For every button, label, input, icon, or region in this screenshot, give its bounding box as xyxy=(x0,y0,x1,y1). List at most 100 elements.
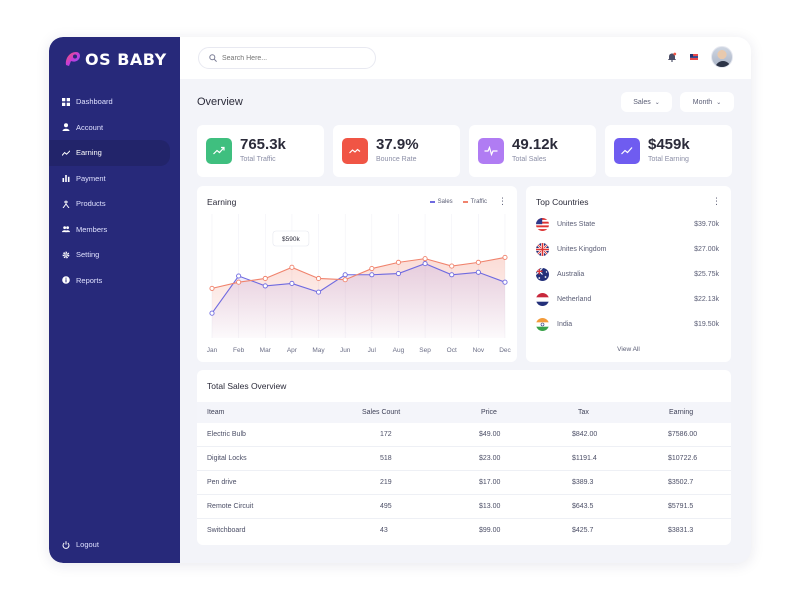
top-countries-card: Top Countries ⋮ Unites State $39.70k Uni… xyxy=(526,186,731,362)
point-traffic-feb xyxy=(236,279,242,285)
table-row[interactable]: Electric Bulb 172 $49.00 $842.00 $7586.0… xyxy=(197,423,731,447)
tick-label-oct: Oct xyxy=(447,347,457,354)
sidebar-item-earning[interactable]: Earning xyxy=(49,140,170,166)
view-all-link[interactable]: View All xyxy=(617,346,640,353)
chevron-down-icon: ⌄ xyxy=(716,99,722,106)
sidebar-item-members[interactable]: Members xyxy=(49,217,180,243)
series-line-traffic xyxy=(211,256,506,289)
trend-up-icon xyxy=(206,138,232,164)
country-row[interactable]: Australia $25.75k xyxy=(536,266,719,282)
point-sales-oct xyxy=(449,272,455,278)
point-traffic-dec xyxy=(502,254,508,260)
country-name: Unites State xyxy=(557,220,596,228)
point-traffic-oct xyxy=(449,263,455,269)
stat-value: $459k xyxy=(648,136,690,153)
notification-icon[interactable] xyxy=(667,52,677,62)
stat-value: 765.3k xyxy=(240,136,286,153)
point-traffic-jan xyxy=(209,285,215,291)
filter-label: Month xyxy=(692,98,713,106)
tick-label-mar: Mar xyxy=(260,347,272,354)
trend-icon xyxy=(62,149,70,157)
country-name: India xyxy=(557,320,573,328)
countries-title: Top Countries xyxy=(536,197,589,207)
table-row[interactable]: Remote Circuit 495 $13.00 $643.5 $5791.5 xyxy=(197,495,731,519)
dashboard-window: OS BABY Dashboard Account Earning Paymen… xyxy=(49,37,751,563)
sidebar: OS BABY Dashboard Account Earning Paymen… xyxy=(49,37,180,563)
power-icon xyxy=(62,540,70,549)
info-icon xyxy=(62,276,70,285)
legend-swatch xyxy=(429,201,435,203)
uk-flag-icon xyxy=(536,242,549,256)
point-sales-dec xyxy=(502,279,508,285)
sidebar-item-account[interactable]: Account xyxy=(49,115,180,141)
sidebar-item-products[interactable]: Products xyxy=(49,191,180,217)
cell-price: $17.00 xyxy=(479,479,501,486)
cell-item: Remote Circuit xyxy=(207,503,254,510)
sidebar-item-label: Setting xyxy=(76,250,100,260)
series-line-sales xyxy=(211,263,506,314)
point-traffic-may xyxy=(315,275,322,282)
user-icon xyxy=(62,123,70,132)
country-row[interactable]: India $19.50k xyxy=(536,316,719,332)
country-row[interactable]: Netherland $22.13k xyxy=(536,291,719,307)
country-name: Netherland xyxy=(557,295,592,303)
tick-label-apr: Apr xyxy=(287,347,298,354)
cell-earning: $3502.7 xyxy=(668,479,694,486)
search-input[interactable] xyxy=(222,54,362,62)
cell-tax: $389.3 xyxy=(572,479,594,486)
cell-item: Digital Locks xyxy=(207,455,247,462)
sidebar-item-label: Earning xyxy=(76,148,102,158)
topbar xyxy=(180,37,751,79)
tick-label-nov: Nov xyxy=(473,347,485,354)
sidebar-item-label: Dashboard xyxy=(76,97,113,107)
logout-button[interactable]: Logout xyxy=(62,540,99,549)
flag-icon[interactable] xyxy=(689,52,699,62)
in-flag-icon xyxy=(536,317,549,331)
month-filter-dropdown[interactable]: Month ⌄ xyxy=(680,92,734,112)
table-row[interactable]: Pen drive 219 $17.00 $389.3 $3502.7 xyxy=(197,471,731,495)
column-header: Price xyxy=(481,409,497,416)
sidebar-item-payment[interactable]: Payment xyxy=(49,166,180,192)
stat-label: Total Sales xyxy=(512,156,547,163)
tooltip-label: $590k xyxy=(282,236,300,243)
grid-icon xyxy=(62,97,70,106)
cell-tax: $1191.4 xyxy=(572,455,597,462)
sidebar-item-label: Reports xyxy=(76,275,103,285)
us-flag-icon xyxy=(536,217,549,231)
chart-title: Earning xyxy=(207,197,237,207)
sidebar-item-setting[interactable]: Setting xyxy=(49,242,180,268)
point-traffic-jul xyxy=(369,266,375,272)
logo-mark-icon xyxy=(63,49,83,69)
product-icon xyxy=(62,200,70,208)
sidebar-item-label: Products xyxy=(76,199,106,209)
point-sales-jul xyxy=(369,272,375,278)
sales-filter-dropdown[interactable]: Sales ⌄ xyxy=(621,92,672,112)
cell-price: $49.00 xyxy=(479,431,501,438)
more-options-icon[interactable]: ⋮ xyxy=(712,196,721,206)
table-row[interactable]: Digital Locks 518 $23.00 $1191.4 $10722.… xyxy=(197,447,731,471)
point-traffic-jun xyxy=(342,277,348,283)
country-row[interactable]: Unites State $39.70k xyxy=(536,216,719,232)
sidebar-nav: Dashboard Account Earning Payment Produc… xyxy=(49,89,180,293)
point-sales-apr xyxy=(289,280,295,286)
sidebar-item-dashboard[interactable]: Dashboard xyxy=(49,89,180,115)
stat-label: Total Earning xyxy=(648,156,689,163)
more-options-icon[interactable]: ⋮ xyxy=(498,196,507,206)
table-title: Total Sales Overview xyxy=(207,381,287,391)
legend-label: Traffic xyxy=(470,199,487,205)
point-traffic-sep xyxy=(422,256,428,262)
legend-label: Sales xyxy=(437,199,453,205)
table-row[interactable]: Switchboard 43 $99.00 $425.7 $3831.3 xyxy=(197,519,731,543)
logo[interactable]: OS BABY xyxy=(63,49,167,69)
point-sales-feb xyxy=(236,273,242,279)
trend-up-icon xyxy=(614,138,640,164)
search-icon xyxy=(209,49,217,67)
chevron-down-icon: ⌄ xyxy=(654,99,660,106)
sidebar-item-reports[interactable]: Reports xyxy=(49,268,180,294)
avatar[interactable] xyxy=(711,46,733,68)
page-title: Overview xyxy=(197,96,243,108)
country-row[interactable]: Unites Kingdom $27.00k xyxy=(536,241,719,257)
point-traffic-mar xyxy=(262,275,268,282)
tick-label-feb: Feb xyxy=(233,347,245,354)
country-value: $27.00k xyxy=(694,245,719,253)
